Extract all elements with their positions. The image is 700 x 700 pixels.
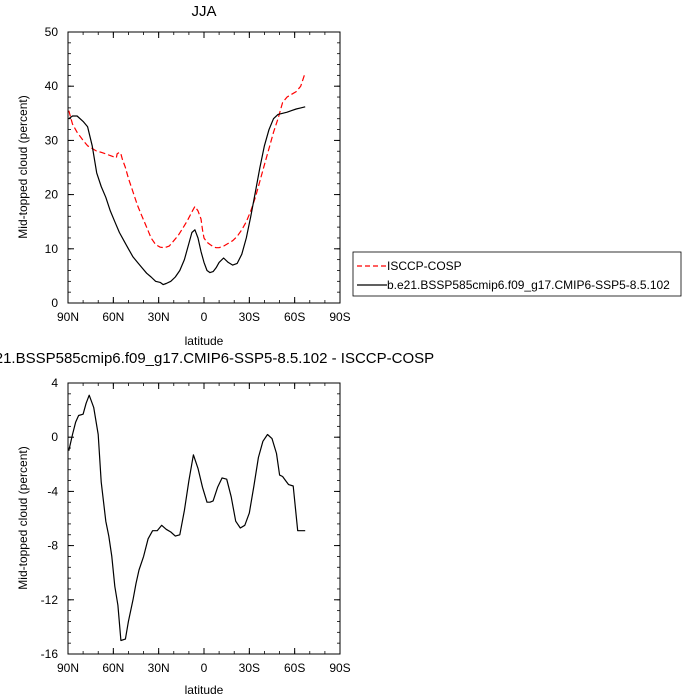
top-y-axis-label: Mid-topped cloud (percent) [16, 95, 30, 238]
y-tick-label: 20 [45, 188, 59, 202]
y-tick-label: -8 [47, 539, 58, 553]
x-tick-label: 60N [102, 310, 124, 324]
y-tick-label: -12 [41, 593, 59, 607]
x-tick-label: 90S [329, 661, 350, 675]
x-tick-label: 30N [148, 310, 170, 324]
bottom-chart-title: b.e21.BSSP585cmip6.f09_g17.CMIP6-SSP5-8.… [0, 350, 434, 367]
x-tick-label: 60S [284, 310, 305, 324]
top-plot-frame [67, 31, 341, 304]
bottom-panel: b.e21.BSSP585cmip6.f09_g17.CMIP6-SSP5-8.… [0, 350, 434, 697]
y-tick-label: 0 [51, 430, 58, 444]
y-tick-label: 4 [51, 376, 58, 390]
y-tick-label: 10 [45, 242, 59, 256]
top-panel: JJA Mid-topped cloud (percent) latitude … [16, 3, 351, 348]
x-tick-label: 90N [57, 310, 79, 324]
x-tick-label: 90S [329, 310, 350, 324]
bottom-ticks: 90N 60N 30N 0 30S 60S 90S 4 0 -4 -8 -12 -16 [41, 376, 351, 675]
x-tick-label: 30N [148, 661, 170, 675]
x-tick-label: 30S [239, 661, 260, 675]
legend-label-isccp: ISCCP-COSP [387, 259, 462, 273]
bottom-lines [68, 394, 306, 642]
top-chart-title: JJA [191, 3, 216, 20]
x-tick-label: 30S [239, 310, 260, 324]
x-tick-label: 0 [201, 310, 208, 324]
legend-box [352, 251, 682, 297]
top-ticks: 90N 60N 30N 0 30S 60S 90S 0 10 20 30 40 50 [45, 25, 351, 324]
series-line-solid-0-1 [68, 106, 306, 286]
y-tick-label: 0 [51, 296, 58, 310]
series-line-solid-1-0 [68, 394, 306, 642]
y-tick-label: -16 [41, 647, 59, 661]
bottom-y-axis-label: Mid-topped cloud (percent) [16, 446, 30, 589]
y-tick-label: 50 [45, 25, 59, 39]
x-tick-label: 90N [57, 661, 79, 675]
series-line-dashed-0-0 [68, 72, 306, 249]
y-tick-label: -4 [47, 484, 58, 498]
y-tick-label: 40 [45, 79, 59, 93]
bottom-x-axis-label: latitude [185, 683, 224, 697]
top-x-axis-label: latitude [185, 334, 224, 348]
x-tick-label: 60N [102, 661, 124, 675]
x-tick-label: 0 [201, 661, 208, 675]
bottom-plot-frame [67, 382, 341, 655]
y-tick-label: 30 [45, 133, 59, 147]
legend-label-model: b.e21.BSSP585cmip6.f09_g17.CMIP6-SSP5-8.… [387, 278, 670, 292]
top-lines [68, 72, 306, 286]
x-tick-label: 60S [284, 661, 305, 675]
legend: ISCCP-COSP b.e21.BSSP585cmip6.f09_g17.CM… [352, 251, 682, 297]
